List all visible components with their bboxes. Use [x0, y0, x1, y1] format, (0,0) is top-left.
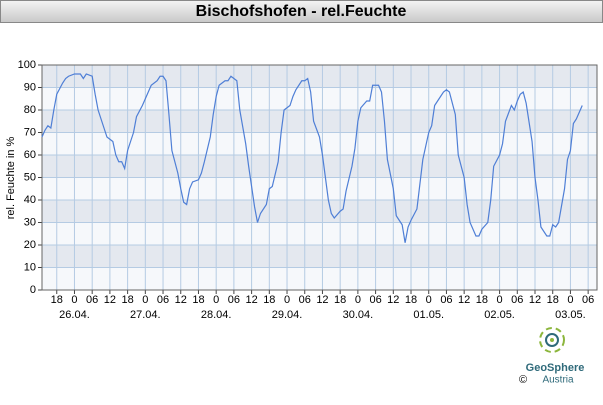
copyright: ©: [519, 374, 527, 386]
x-tick-label: 12: [245, 294, 257, 306]
x-tick-label: 12: [529, 294, 541, 306]
x-tick-label: 18: [51, 294, 63, 306]
x-tick-label: 12: [316, 294, 328, 306]
chart-title: Bischofshofen - rel.Feuchte: [196, 3, 407, 20]
y-tick-label: 80: [24, 104, 36, 116]
x-tick-label: 12: [458, 294, 470, 306]
x-tick-label: 0: [426, 294, 432, 306]
date-label: 03.05.: [555, 309, 586, 321]
plot-frame: [41, 64, 598, 291]
y-tick-label: 40: [24, 194, 36, 206]
x-tick-label: 06: [86, 294, 98, 306]
y-tick-label: 60: [24, 149, 36, 161]
data-line: [41, 73, 583, 243]
x-tick-label: 06: [228, 294, 240, 306]
x-tick-label: 0: [567, 294, 573, 306]
x-tick-label: 18: [334, 294, 346, 306]
x-tick-label: 06: [582, 294, 594, 306]
date-label: 28.04.: [201, 309, 232, 321]
x-tick-label: 06: [511, 294, 523, 306]
x-tick-label: 0: [284, 294, 290, 306]
grid-band: [42, 87, 597, 110]
x-tick-label: 18: [263, 294, 275, 306]
date-label: 01.05.: [413, 309, 444, 321]
x-tick-label: 0: [213, 294, 219, 306]
logo-sub: Austria: [542, 375, 574, 386]
x-tick-label: 18: [405, 294, 417, 306]
y-tick-label: 20: [24, 239, 36, 251]
grid-band: [42, 267, 597, 290]
y-tick-label: 100: [18, 59, 36, 71]
grid-band: [42, 65, 597, 88]
date-label: 30.04.: [343, 309, 374, 321]
y-tick-label: 50: [24, 171, 36, 183]
x-tick-label: 0: [355, 294, 361, 306]
logo-mark: [550, 338, 554, 342]
logo: GeoSphere Austria ©: [519, 327, 585, 386]
x-tick-label: 12: [104, 294, 116, 306]
x-tick-label: 0: [497, 294, 503, 306]
x-tick-label: 18: [121, 294, 133, 306]
y-tick-label: 90: [24, 81, 36, 93]
grid-band: [42, 110, 597, 133]
x-tick-label: 06: [299, 294, 311, 306]
logo-name: GeoSphere: [526, 362, 585, 374]
date-label: 27.04.: [130, 309, 161, 321]
x-tick-label: 18: [476, 294, 488, 306]
x-tick-label: 06: [157, 294, 169, 306]
date-label: 29.04.: [272, 309, 303, 321]
grid-band: [42, 222, 597, 245]
x-tick-label: 12: [387, 294, 399, 306]
y-axis-label: rel. Feuchte in %: [5, 137, 17, 220]
date-label: 26.04.: [59, 309, 90, 321]
logo-mark: [545, 333, 559, 347]
grid-band: [42, 200, 597, 223]
date-label: 02.05.: [484, 309, 515, 321]
x-tick-label: 0: [71, 294, 77, 306]
grid-band: [42, 177, 597, 200]
y-tick-label: 10: [24, 261, 36, 273]
x-tick-label: 0: [142, 294, 148, 306]
y-tick-label: 30: [24, 216, 36, 228]
x-tick-label: 06: [369, 294, 381, 306]
y-tick-label: 70: [24, 126, 36, 138]
x-tick-label: 12: [175, 294, 187, 306]
logo-mark: [539, 327, 565, 353]
x-tick-label: 18: [192, 294, 204, 306]
y-tick-label: 0: [30, 284, 36, 296]
x-tick-label: 06: [440, 294, 452, 306]
x-tick-label: 18: [547, 294, 559, 306]
grid-band: [42, 245, 597, 268]
